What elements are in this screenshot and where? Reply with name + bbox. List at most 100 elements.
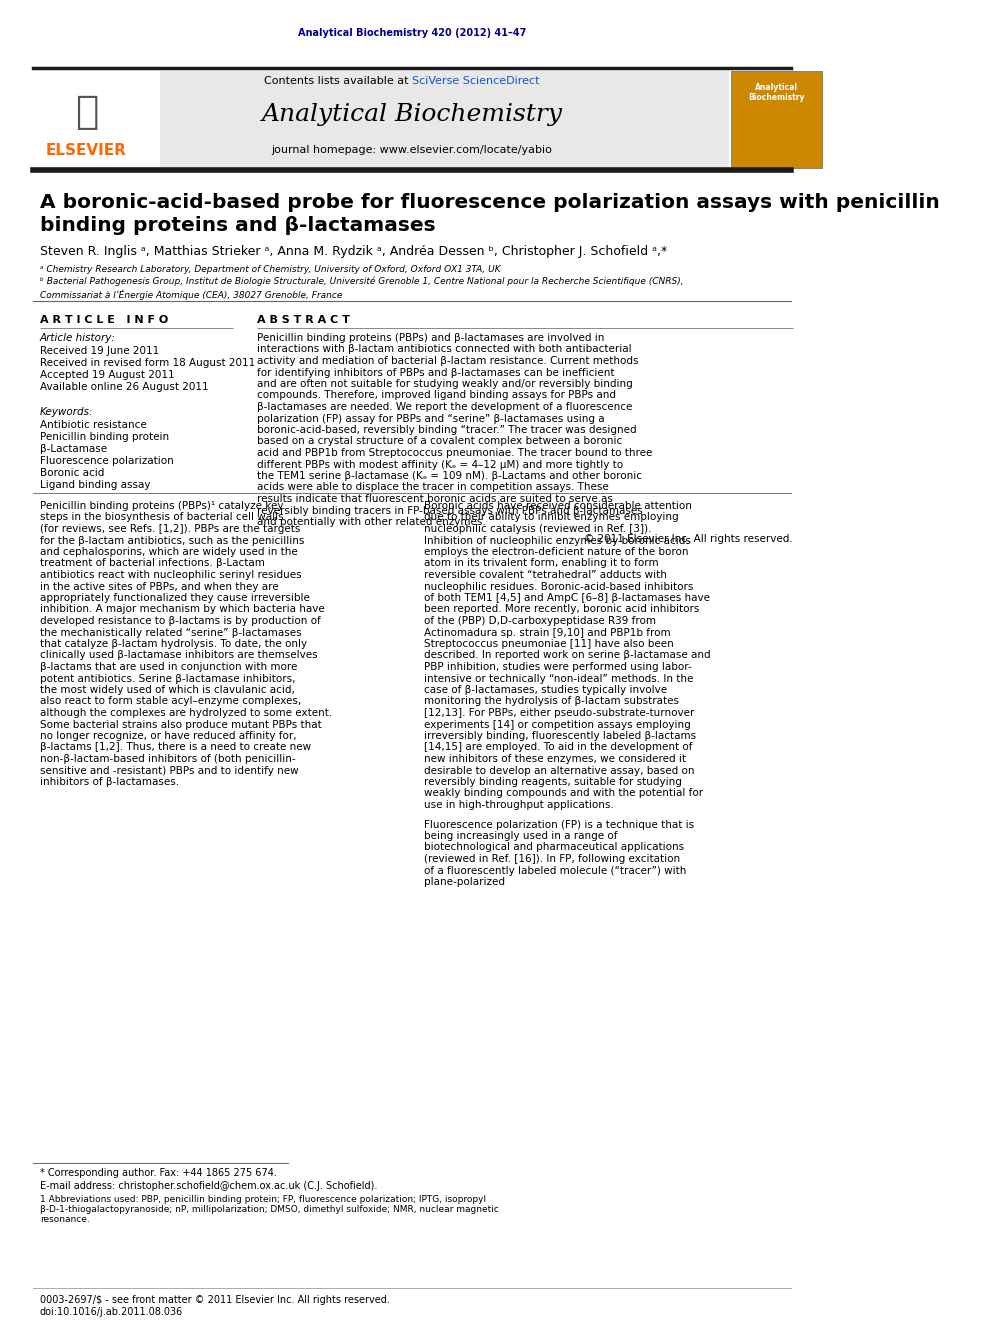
Text: in the active sites of PBPs, and when they are: in the active sites of PBPs, and when th… [40, 582, 279, 591]
Text: atom in its trivalent form, enabling it to form: atom in its trivalent form, enabling it … [424, 558, 658, 569]
Text: the most widely used of which is clavulanic acid,: the most widely used of which is clavula… [40, 685, 295, 695]
Text: use in high-throughput applications.: use in high-throughput applications. [424, 800, 613, 810]
Text: for the β-lactam antibiotics, such as the penicillins: for the β-lactam antibiotics, such as th… [40, 536, 305, 545]
Text: Boronic acids have received considerable attention: Boronic acids have received considerable… [424, 501, 691, 511]
Text: steps in the biosynthesis of bacterial cell walls: steps in the biosynthesis of bacterial c… [40, 512, 284, 523]
Text: nucleophilic catalysis (reviewed in Ref. [3]).: nucleophilic catalysis (reviewed in Ref.… [424, 524, 651, 534]
Text: of a fluorescently labeled molecule (“tracer”) with: of a fluorescently labeled molecule (“tr… [424, 865, 685, 876]
Text: sensitive and -resistant) PBPs and to identify new: sensitive and -resistant) PBPs and to id… [40, 766, 299, 775]
Text: plane-polarized: plane-polarized [424, 877, 505, 886]
Text: PBP inhibition, studies were performed using labor-: PBP inhibition, studies were performed u… [424, 662, 691, 672]
Text: binding proteins and β-lactamases: binding proteins and β-lactamases [40, 216, 435, 235]
Text: reversibly binding reagents, suitable for studying: reversibly binding reagents, suitable fo… [424, 777, 682, 787]
Text: weakly binding compounds and with the potential for: weakly binding compounds and with the po… [424, 789, 702, 799]
Text: journal homepage: www.elsevier.com/locate/yabio: journal homepage: www.elsevier.com/locat… [272, 146, 553, 155]
Text: appropriately functionalized they cause irreversible: appropriately functionalized they cause … [40, 593, 310, 603]
Text: non-β-lactam-based inhibitors of (both penicillin-: non-β-lactam-based inhibitors of (both p… [40, 754, 296, 763]
Text: (reviewed in Ref. [16]). In FP, following excitation: (reviewed in Ref. [16]). In FP, followin… [424, 855, 680, 864]
Text: inhibition. A major mechanism by which bacteria have: inhibition. A major mechanism by which b… [40, 605, 324, 614]
Text: Received 19 June 2011: Received 19 June 2011 [40, 347, 159, 356]
Text: * Corresponding author. Fax: +44 1865 275 674.: * Corresponding author. Fax: +44 1865 27… [40, 1168, 277, 1177]
Text: β-lactamases are needed. We report the development of a fluorescence: β-lactamases are needed. We report the d… [258, 402, 633, 411]
Text: nucleophilic residues. Boronic-acid-based inhibitors: nucleophilic residues. Boronic-acid-base… [424, 582, 693, 591]
Text: ELSEVIER: ELSEVIER [46, 143, 127, 157]
Bar [32, 71, 161, 168]
Text: also react to form stable acyl–enzyme complexes,: also react to form stable acyl–enzyme co… [40, 696, 302, 706]
Text: described. In reported work on serine β-lactamase and: described. In reported work on serine β-… [424, 651, 710, 660]
Text: 1 Abbreviations used: PBP, penicillin binding protein; FP, fluorescence polariza: 1 Abbreviations used: PBP, penicillin bi… [40, 1195, 486, 1204]
Text: Analytical Biochemistry: Analytical Biochemistry [262, 103, 562, 126]
Text: Available online 26 August 2011: Available online 26 August 2011 [40, 382, 208, 392]
Text: interactions with β-lactam antibiotics connected with both antibacterial: interactions with β-lactam antibiotics c… [258, 344, 632, 355]
Text: that catalyze β-lactam hydrolysis. To date, the only: that catalyze β-lactam hydrolysis. To da… [40, 639, 307, 650]
Text: the mechanistically related “serine” β-lactamases: the mechanistically related “serine” β-l… [40, 627, 302, 638]
Text: and potentially with other related enzymes.: and potentially with other related enzym… [258, 517, 486, 527]
Text: reversible covalent “tetrahedral” adducts with: reversible covalent “tetrahedral” adduct… [424, 570, 667, 579]
Text: being increasingly used in a range of: being increasingly used in a range of [424, 831, 617, 841]
Text: for identifying inhibitors of PBPs and β-lactamases can be inefficient: for identifying inhibitors of PBPs and β… [258, 368, 615, 377]
Text: case of β-lactamases, studies typically involve: case of β-lactamases, studies typically … [424, 685, 667, 695]
Text: Steven R. Inglis ᵃ, Matthias Strieker ᵃ, Anna M. Rydzik ᵃ, Andréa Dessen ᵇ, Chri: Steven R. Inglis ᵃ, Matthias Strieker ᵃ,… [40, 245, 667, 258]
Text: due to their ability to inhibit enzymes employing: due to their ability to inhibit enzymes … [424, 512, 679, 523]
Text: based on a crystal structure of a covalent complex between a boronic: based on a crystal structure of a covale… [258, 437, 623, 446]
Text: acid and PBP1b from Streptococcus pneumoniae. The tracer bound to three: acid and PBP1b from Streptococcus pneumo… [258, 448, 653, 458]
Text: Fluorescence polarization: Fluorescence polarization [40, 456, 174, 466]
Text: ᵇ Bacterial Pathogenesis Group, Institut de Biologie Structurale, Université Gre: ᵇ Bacterial Pathogenesis Group, Institut… [40, 277, 683, 287]
Text: Inhibition of nucleophilic enzymes by boronic acids: Inhibition of nucleophilic enzymes by bo… [424, 536, 690, 545]
Text: Analytical
Biochemistry: Analytical Biochemistry [748, 83, 805, 102]
Text: acids were able to displace the tracer in competition assays. These: acids were able to displace the tracer i… [258, 483, 609, 492]
Text: treatment of bacterial infections. β-Lactam: treatment of bacterial infections. β-Lac… [40, 558, 265, 569]
Text: ᵃ Chemistry Research Laboratory, Department of Chemistry, University of Oxford, : ᵃ Chemistry Research Laboratory, Departm… [40, 265, 501, 274]
Text: been reported. More recently, boronic acid inhibitors: been reported. More recently, boronic ac… [424, 605, 699, 614]
Text: although the complexes are hydrolyzed to some extent.: although the complexes are hydrolyzed to… [40, 708, 332, 718]
Text: antibiotics react with nucleophilic serinyl residues: antibiotics react with nucleophilic seri… [40, 570, 302, 579]
Text: different PBPs with modest affinity (Kₔ = 4–12 μM) and more tightly to: different PBPs with modest affinity (Kₔ … [258, 459, 624, 470]
Text: results indicate that fluorescent boronic acids are suited to serve as: results indicate that fluorescent boroni… [258, 493, 613, 504]
Text: [14,15] are employed. To aid in the development of: [14,15] are employed. To aid in the deve… [424, 742, 692, 753]
Text: Contents lists available at: Contents lists available at [264, 75, 412, 86]
Text: Actinomadura sp. strain [9,10] and PBP1b from: Actinomadura sp. strain [9,10] and PBP1b… [424, 627, 671, 638]
Text: employs the electron-deficient nature of the boron: employs the electron-deficient nature of… [424, 546, 688, 557]
Bar [32, 71, 729, 168]
Text: Analytical Biochemistry 420 (2012) 41–47: Analytical Biochemistry 420 (2012) 41–47 [298, 28, 526, 38]
Text: and are often not suitable for studying weakly and/or reversibly binding: and are often not suitable for studying … [258, 378, 633, 389]
Text: β-lactams that are used in conjunction with more: β-lactams that are used in conjunction w… [40, 662, 298, 672]
Text: A boronic-acid-based probe for fluorescence polarization assays with penicillin: A boronic-acid-based probe for fluoresce… [40, 193, 939, 212]
Text: reversibly binding tracers in FP-based assays with PBPs and β-lactamases: reversibly binding tracers in FP-based a… [258, 505, 643, 516]
Text: Commissariat à l’Énergie Atomique (CEA), 38027 Grenoble, France: Commissariat à l’Énergie Atomique (CEA),… [40, 288, 342, 299]
Text: of both TEM1 [4,5] and AmpC [6–8] β-lactamases have: of both TEM1 [4,5] and AmpC [6–8] β-lact… [424, 593, 709, 603]
Text: boronic-acid-based, reversibly binding “tracer.” The tracer was designed: boronic-acid-based, reversibly binding “… [258, 425, 637, 435]
Text: Keywords:: Keywords: [40, 407, 93, 417]
Text: of the (PBP) D,D-carboxypeptidase R39 from: of the (PBP) D,D-carboxypeptidase R39 fr… [424, 617, 656, 626]
Text: desirable to develop an alternative assay, based on: desirable to develop an alternative assa… [424, 766, 694, 775]
Text: experiments [14] or competition assays employing: experiments [14] or competition assays e… [424, 720, 690, 729]
Text: © 2011 Elsevier Inc. All rights reserved.: © 2011 Elsevier Inc. All rights reserved… [584, 533, 794, 544]
Text: β-D-1-thiogalactopyranoside; nP, millipolarization; DMSO, dimethyl sulfoxide; NM: β-D-1-thiogalactopyranoside; nP, millipo… [40, 1205, 499, 1215]
Text: intensive or technically “non-ideal” methods. In the: intensive or technically “non-ideal” met… [424, 673, 693, 684]
Text: Streptococcus pneumoniae [11] have also been: Streptococcus pneumoniae [11] have also … [424, 639, 674, 650]
Text: the TEM1 serine β-lactamase (Kₔ = 109 nM). β-Lactams and other boronic: the TEM1 serine β-lactamase (Kₔ = 109 nM… [258, 471, 643, 482]
Text: (for reviews, see Refs. [1,2]). PBPs are the targets: (for reviews, see Refs. [1,2]). PBPs are… [40, 524, 301, 534]
Text: Accepted 19 August 2011: Accepted 19 August 2011 [40, 370, 175, 380]
Text: Penicillin binding protein: Penicillin binding protein [40, 433, 169, 442]
Text: monitoring the hydrolysis of β-lactam substrates: monitoring the hydrolysis of β-lactam su… [424, 696, 679, 706]
Text: developed resistance to β-lactams is by production of: developed resistance to β-lactams is by … [40, 617, 320, 626]
Text: and cephalosporins, which are widely used in the: and cephalosporins, which are widely use… [40, 546, 298, 557]
Text: new inhibitors of these enzymes, we considered it: new inhibitors of these enzymes, we cons… [424, 754, 685, 763]
Text: A B S T R A C T: A B S T R A C T [258, 315, 350, 325]
Text: Some bacterial strains also produce mutant PBPs that: Some bacterial strains also produce muta… [40, 720, 321, 729]
Text: Article history:: Article history: [40, 333, 116, 343]
Text: Antibiotic resistance: Antibiotic resistance [40, 419, 147, 430]
Text: Boronic acid: Boronic acid [40, 468, 104, 478]
Text: polarization (FP) assay for PBPs and “serine” β-lactamases using a: polarization (FP) assay for PBPs and “se… [258, 414, 605, 423]
Text: A R T I C L E   I N F O: A R T I C L E I N F O [40, 315, 168, 325]
Text: 🌳: 🌳 [75, 93, 99, 131]
Text: no longer recognize, or have reduced affinity for,: no longer recognize, or have reduced aff… [40, 732, 297, 741]
Text: Penicillin binding proteins (PBPs) and β-lactamases are involved in: Penicillin binding proteins (PBPs) and β… [258, 333, 605, 343]
Text: activity and mediation of bacterial β-lactam resistance. Current methods: activity and mediation of bacterial β-la… [258, 356, 639, 366]
Text: β-Lactamase: β-Lactamase [40, 445, 107, 454]
Bar [731, 71, 822, 168]
Text: resonance.: resonance. [40, 1215, 89, 1224]
Text: potent antibiotics. Serine β-lactamase inhibitors,: potent antibiotics. Serine β-lactamase i… [40, 673, 296, 684]
Text: β-lactams [1,2]. Thus, there is a need to create new: β-lactams [1,2]. Thus, there is a need t… [40, 742, 310, 753]
